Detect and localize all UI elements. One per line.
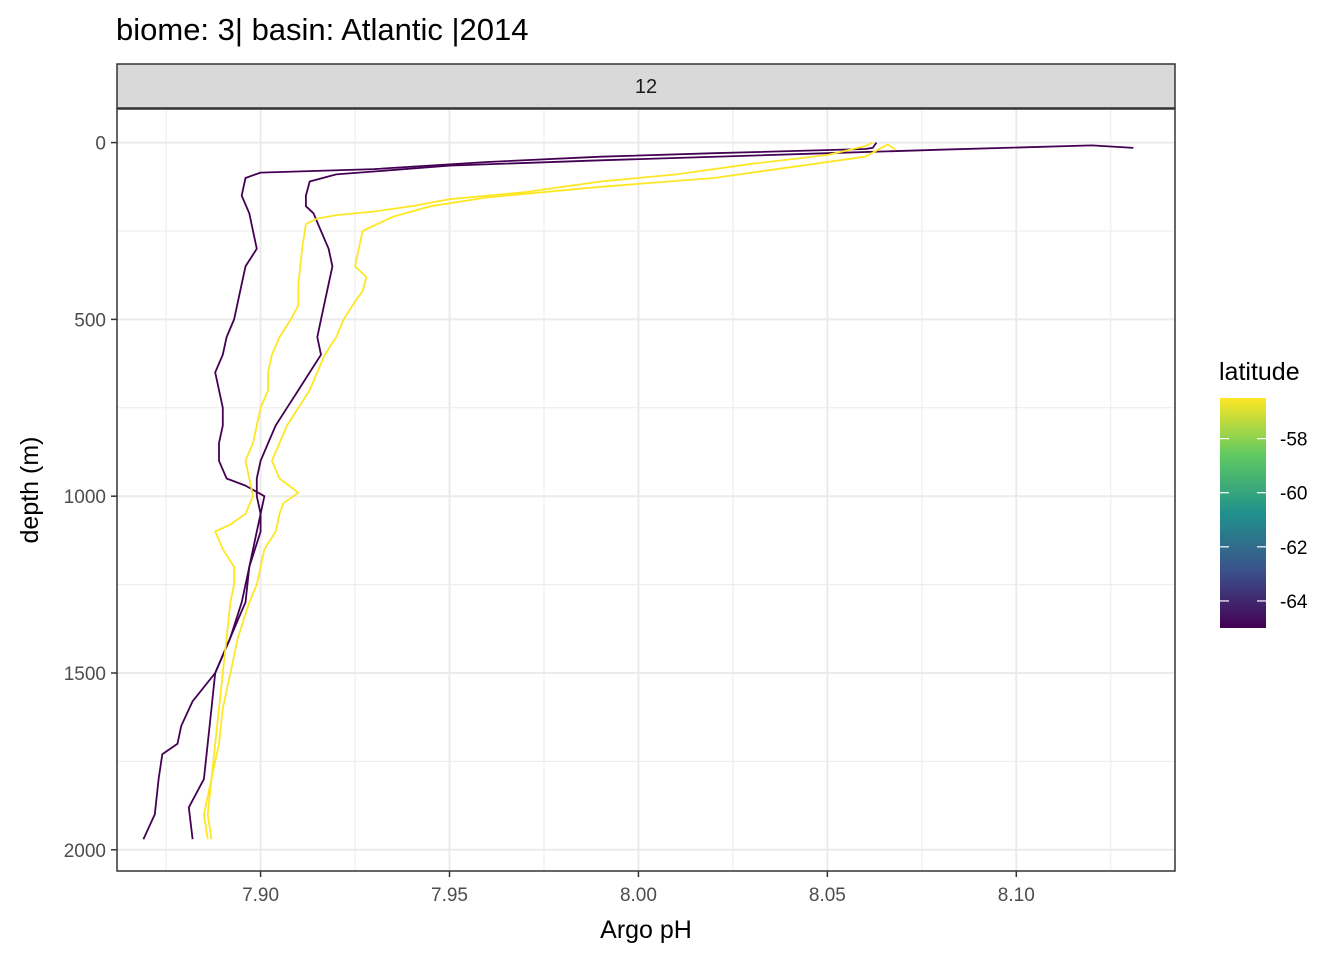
chart-title: biome: 3| basin: Atlantic |2014 bbox=[116, 12, 528, 47]
y-axis: 0 500 1000 1500 2000 bbox=[64, 134, 117, 862]
x-tick-label: 8.10 bbox=[998, 885, 1035, 906]
legend-tick-label: -64 bbox=[1280, 592, 1308, 613]
series-line bbox=[203, 141, 874, 840]
legend-tick-label: -62 bbox=[1280, 538, 1307, 559]
legend-tick-label: -60 bbox=[1280, 484, 1307, 505]
x-tick-label: 8.05 bbox=[809, 885, 846, 906]
legend-title: latitude bbox=[1219, 358, 1300, 386]
minor-gridlines bbox=[117, 109, 1175, 871]
x-axis-title: Argo pH bbox=[600, 916, 692, 944]
y-tick-label: 1500 bbox=[64, 664, 106, 685]
plot-panel-border bbox=[116, 108, 1176, 872]
facet-strip-label: 12 bbox=[635, 76, 657, 98]
series-line bbox=[187, 144, 1134, 840]
series-line bbox=[142, 142, 878, 840]
y-tick-label: 500 bbox=[74, 310, 106, 331]
y-tick-label: 0 bbox=[95, 134, 106, 155]
y-axis-title: depth (m) bbox=[16, 437, 44, 544]
y-tick-label: 2000 bbox=[64, 841, 106, 862]
series-line bbox=[206, 143, 896, 840]
x-tick-label: 8.00 bbox=[620, 885, 657, 906]
facet-strip bbox=[116, 63, 1176, 109]
legend-tick-label: -58 bbox=[1280, 430, 1307, 451]
y-tick-label: 1000 bbox=[64, 487, 106, 508]
data-lines bbox=[142, 141, 1134, 840]
legend-ticks: -58 -60 -62 -64 bbox=[1220, 430, 1308, 613]
x-axis: 7.90 7.95 8.00 8.05 8.10 bbox=[242, 871, 1035, 906]
legend: latitude -58 -60 -62 -64 bbox=[1219, 358, 1308, 628]
legend-colorbar bbox=[1220, 398, 1266, 628]
x-tick-label: 7.90 bbox=[242, 885, 279, 906]
x-tick-label: 7.95 bbox=[431, 885, 468, 906]
